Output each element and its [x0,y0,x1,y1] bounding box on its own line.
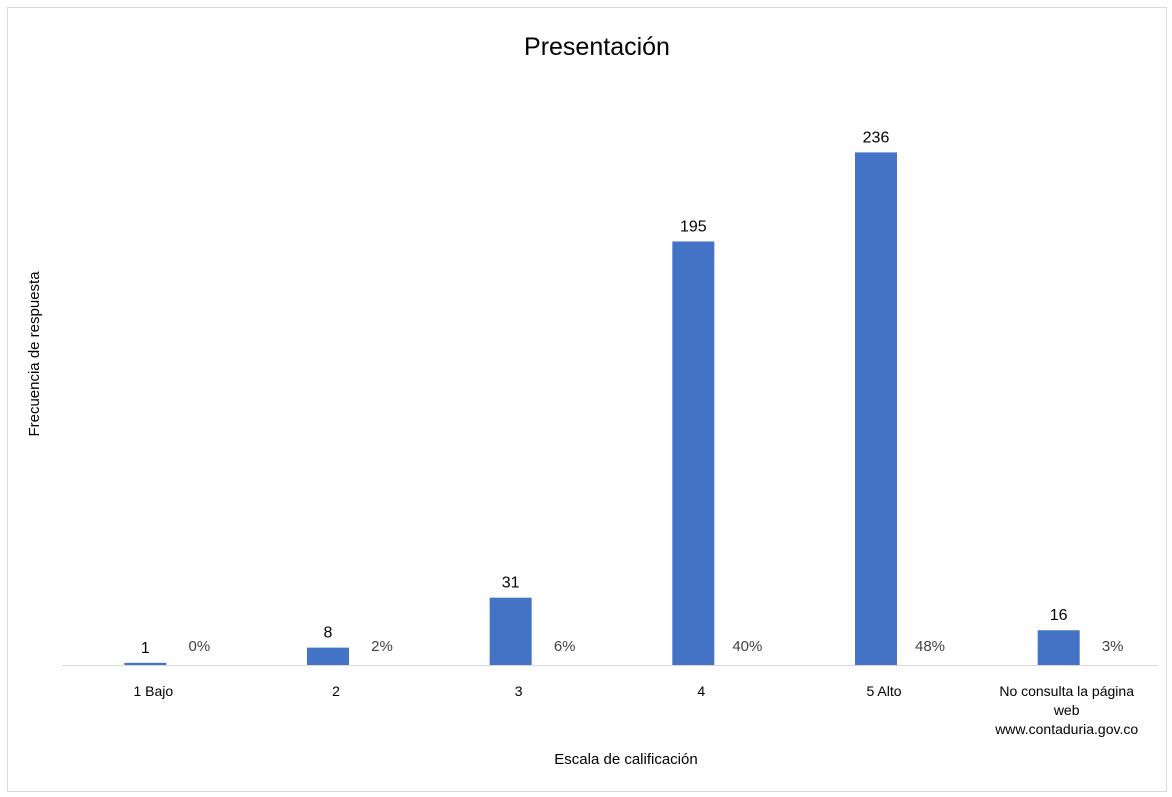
value-label: 8 [324,625,333,642]
bar [124,662,167,665]
x-tick-label: 3 [515,683,523,699]
percent-label: 0% [188,638,210,655]
percent-label: 6% [554,638,576,655]
x-tick-label: 4 [697,683,705,699]
value-label: 236 [863,129,890,146]
bar [672,241,715,665]
value-label: 16 [1050,607,1068,624]
y-axis-title: Frecuencia de respuesta [26,271,43,437]
x-axis-title: Escala de calificación [554,751,697,768]
percent-label: 48% [915,638,945,655]
x-tick-label: 1 Bajo [133,683,173,699]
bar [855,152,897,665]
bars-layer [124,152,1080,665]
bar [307,647,349,665]
bar [489,597,532,665]
x-tick-label: 2 [332,683,340,699]
percent-label: 2% [371,638,393,655]
chart-frame [7,7,1167,792]
percent-label: 40% [732,638,762,655]
bar [1037,630,1080,665]
value-label: 195 [680,218,707,235]
value-label: 1 [141,640,150,657]
value-label: 31 [502,575,520,592]
labels-layer: 1 0% 1 Bajo 8 2% 2 31 6% 3 195 40% 4 236 48% 5 Alto 16 3… [133,129,1138,737]
chart-title: Presentación [524,33,670,61]
x-tick-label: 5 Alto [866,683,901,699]
x-tick-label: No consulta la página web www.contaduria.g… [994,683,1138,737]
percent-label: 3% [1102,638,1124,655]
